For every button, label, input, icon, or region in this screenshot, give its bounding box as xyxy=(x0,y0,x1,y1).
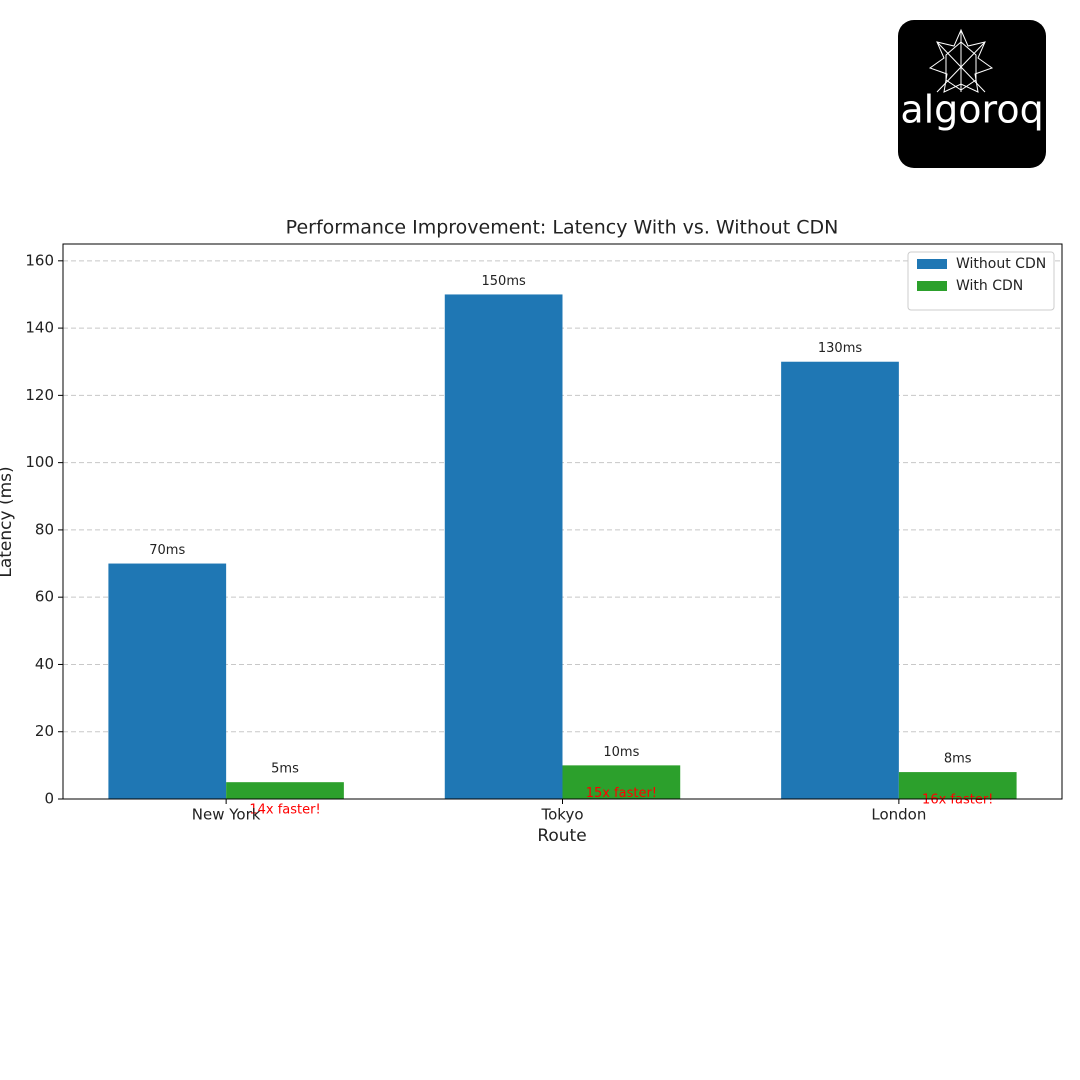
logo: algoroq xyxy=(898,20,1046,168)
y-tick-label: 80 xyxy=(35,520,54,538)
bar xyxy=(108,563,227,799)
y-tick-label: 0 xyxy=(44,790,54,808)
logo-text: algoroq xyxy=(900,88,1043,132)
y-tick-label: 40 xyxy=(35,655,54,673)
value-label: 130ms xyxy=(818,341,862,356)
value-label: 5ms xyxy=(271,762,299,777)
bar xyxy=(444,294,563,799)
annotation: 16x faster! xyxy=(922,793,993,808)
x-tick-label: New York xyxy=(192,806,261,824)
y-tick-label: 100 xyxy=(25,453,54,471)
legend-label: With CDN xyxy=(956,278,1023,294)
bar xyxy=(562,765,681,799)
value-label: 70ms xyxy=(149,543,185,558)
y-tick-label: 120 xyxy=(25,386,54,404)
x-tick-label: Tokyo xyxy=(541,806,584,824)
axes-frame xyxy=(62,243,1063,800)
y-tick-label: 20 xyxy=(35,722,54,740)
value-label: 8ms xyxy=(944,752,972,767)
plot-area: 0 20 40 60 80 100 120 140 160 70ms 150ms 130ms 5ms 10… xyxy=(25,243,1063,824)
bar xyxy=(226,782,344,799)
legend-swatch xyxy=(917,259,947,269)
x-tick-label: London xyxy=(871,806,926,824)
value-label: 10ms xyxy=(603,745,639,760)
y-tick-label: 140 xyxy=(25,319,54,337)
bar xyxy=(898,772,1017,799)
chart-title: Performance Improvement: Latency With vs… xyxy=(286,217,839,239)
annotation: 15x faster! xyxy=(586,786,657,801)
annotation: 14x faster! xyxy=(249,803,320,818)
x-axis-label: Route xyxy=(537,826,586,846)
y-tick-label: 60 xyxy=(35,588,54,606)
logo-background xyxy=(898,20,1046,168)
legend-swatch xyxy=(917,281,947,291)
value-label: 150ms xyxy=(482,274,526,289)
logo-icon xyxy=(928,28,994,93)
y-axis-label: Latency (ms) xyxy=(0,466,16,577)
bar xyxy=(781,361,899,799)
legend-label: Without CDN xyxy=(956,256,1046,272)
y-tick-label: 160 xyxy=(25,251,54,269)
